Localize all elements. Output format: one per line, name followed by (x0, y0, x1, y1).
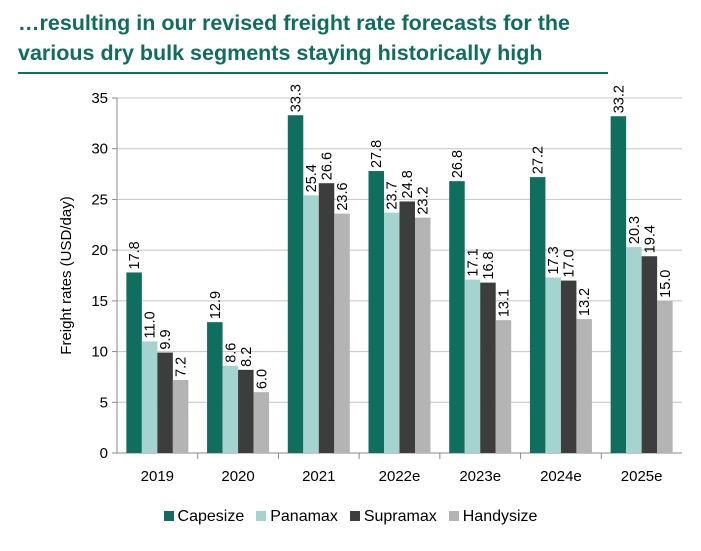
y-tick-label: 35 (91, 90, 108, 107)
bar-supramax (399, 201, 415, 453)
legend-item-handysize: Handysize (448, 508, 538, 526)
x-tick-label: 2020 (221, 468, 254, 485)
data-label: 11.0 (143, 311, 159, 338)
data-label: 12.9 (208, 291, 224, 319)
bar-capesize (207, 322, 223, 453)
x-tick-label: 2024e (540, 468, 582, 485)
title-underline (18, 72, 608, 74)
legend-label: Supramax (363, 508, 437, 525)
data-label: 19.4 (642, 225, 658, 253)
data-label: 23.7 (385, 181, 401, 209)
legend-item-supramax: Supramax (349, 508, 437, 526)
legend-item-capesize: Capesize (163, 508, 245, 526)
bar-panamax (626, 247, 642, 453)
chart-legend: Capesize Panamax Supramax Handysize (0, 508, 701, 526)
bar-supramax (480, 282, 496, 453)
y-tick-label: 30 (91, 141, 108, 158)
bar-handysize (253, 392, 270, 453)
bar-supramax (238, 369, 254, 453)
data-label: 27.2 (531, 146, 547, 174)
bar-handysize (172, 379, 189, 453)
legend-label: Panamax (270, 508, 338, 525)
data-label: 6.0 (254, 369, 270, 389)
x-tick-label: 2021 (302, 468, 335, 485)
legend-label: Handysize (462, 508, 538, 525)
bar-handysize (576, 319, 592, 453)
legend-swatch (448, 511, 459, 521)
data-label: 17.0 (562, 249, 578, 277)
legend-item-panamax: Panamax (256, 508, 338, 526)
y-tick-label: 15 (91, 293, 108, 310)
x-tick-label: 2025e (621, 468, 663, 485)
y-tick-label: 10 (91, 344, 108, 361)
data-label: 15.0 (658, 270, 674, 298)
data-label: 8.6 (223, 343, 239, 363)
bar-capesize (368, 171, 384, 453)
bar-supramax (560, 280, 577, 453)
y-axis-label: Freight rates (USD/day) (58, 196, 75, 354)
x-tick-label: 2019 (141, 468, 174, 485)
data-label: 26.6 (320, 152, 336, 180)
data-label: 24.8 (400, 170, 416, 198)
bar-chart: 0 5 10 15 20 25 30 35 Freight rates (USD/day) 201… (58, 84, 682, 485)
bar-supramax (157, 352, 173, 453)
x-tick-label: 2022e (379, 468, 421, 485)
bar-panamax (222, 365, 239, 453)
bar-handysize (657, 300, 673, 453)
bar-panamax (545, 277, 561, 453)
data-label: 26.8 (450, 150, 466, 178)
legend-label: Capesize (177, 508, 245, 525)
x-tick-label: 2023e (459, 468, 501, 485)
bar-handysize (495, 320, 512, 453)
legend-swatch (349, 511, 360, 521)
bar-supramax (318, 183, 335, 453)
data-label: 17.8 (127, 241, 143, 269)
bar-handysize (334, 213, 350, 453)
data-label: 16.8 (481, 251, 497, 279)
data-label: 17.3 (546, 246, 562, 274)
data-label: 33.2 (611, 85, 627, 113)
bar-panamax (464, 279, 481, 453)
data-label: 23.2 (416, 186, 432, 214)
data-label: 27.8 (369, 140, 385, 168)
y-tick-label: 20 (91, 242, 108, 259)
bar-capesize (610, 116, 627, 453)
bar-panamax (141, 341, 158, 453)
y-tick-label: 25 (91, 191, 108, 208)
y-tick-label: 0 (100, 445, 108, 462)
bar-capesize (287, 115, 304, 453)
data-label: 13.1 (496, 289, 512, 317)
bar-capesize (529, 177, 546, 453)
data-label: 20.3 (627, 216, 643, 244)
bar-handysize (415, 217, 431, 453)
y-tick-label: 5 (100, 394, 108, 411)
bar-panamax (303, 195, 319, 453)
data-label: 23.6 (335, 182, 351, 210)
data-label: 7.2 (174, 357, 190, 377)
bar-capesize (449, 181, 465, 453)
legend-swatch (256, 511, 267, 521)
chart-title-line-1: …resulting in our revised freight rate f… (18, 11, 570, 35)
data-label: 13.2 (577, 288, 593, 316)
bar-supramax (641, 256, 658, 453)
bar-panamax (384, 212, 400, 453)
chart-title: …resulting in our revised freight rate f… (18, 8, 688, 68)
data-label: 33.3 (289, 84, 305, 112)
chart-title-line-2: various dry bulk segments staying histor… (18, 41, 543, 65)
data-label: 25.4 (304, 164, 320, 192)
data-label: 9.9 (158, 329, 174, 349)
legend-swatch (163, 511, 174, 521)
data-label: 17.1 (465, 248, 481, 276)
bar-capesize (126, 272, 142, 453)
data-label: 8.2 (239, 347, 255, 367)
